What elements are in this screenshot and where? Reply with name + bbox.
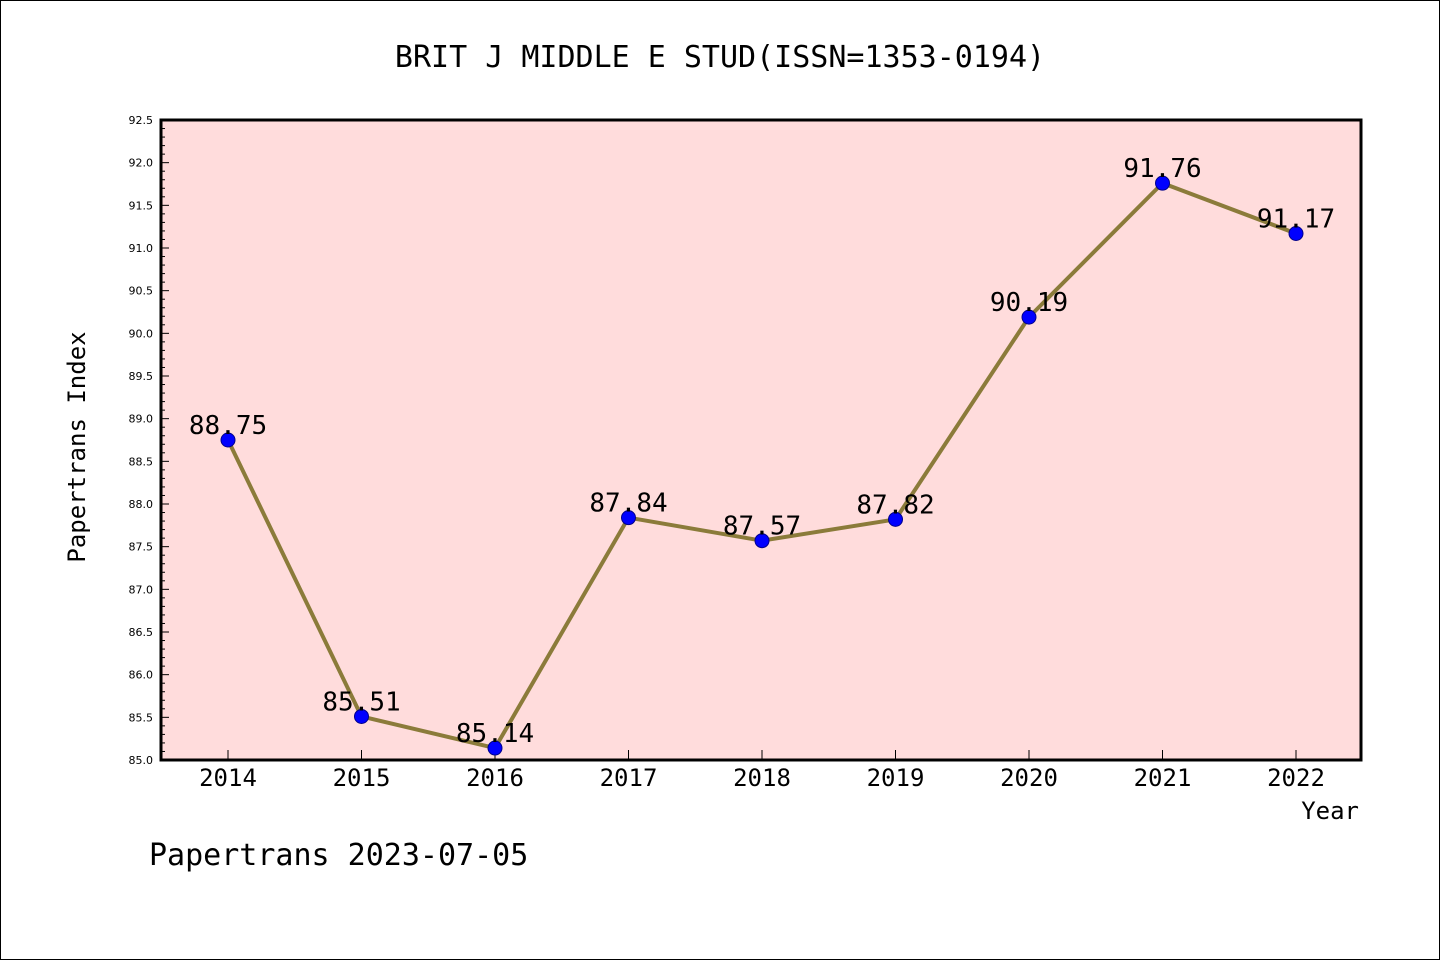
data-label: 87.82: [856, 490, 934, 520]
data-point: [754, 533, 770, 549]
y-tick-label: 90.0: [129, 327, 154, 340]
data-label: 91.17: [1257, 204, 1335, 234]
data-label: 87.84: [589, 489, 667, 519]
y-tick-label: 88.0: [129, 498, 154, 511]
series-layer: 88.75 85.51 85.14 87.84 87.57 87.82 90.19 91.76…: [189, 154, 1335, 756]
y-tick-label: 85.0: [129, 754, 154, 767]
y-tick-label: 85.5: [129, 711, 154, 724]
data-point: [1155, 175, 1170, 191]
y-axis-label: Papertrans Index: [63, 331, 91, 562]
x-tick-label: 2019: [867, 764, 925, 792]
data-point: [354, 708, 369, 724]
data-label: 85.14: [456, 719, 534, 749]
data-point: [1021, 309, 1037, 325]
y-tick-label: 86.0: [129, 669, 154, 682]
y-axis-ticks: 85.0 85.5 86.0 86.5 87.0 87.5 88.0 88.5 89.0 89.5…: [129, 114, 169, 767]
chart-title: BRIT J MIDDLE E STUD(ISSN=1353-0194): [395, 40, 1045, 75]
y-tick-label: 90.5: [129, 285, 154, 298]
x-tick-label: 2016: [466, 764, 524, 792]
data-point: [220, 432, 236, 448]
data-label: 88.75: [189, 411, 267, 441]
x-tick-label: 2015: [333, 764, 391, 792]
y-tick-label: 92.5: [129, 114, 154, 127]
data-point: [487, 740, 503, 756]
x-axis-label: Year: [1301, 797, 1359, 825]
data-label: 87.57: [723, 512, 801, 542]
x-axis-ticks: 2014 2015 2016 2017 2018 2019 2020 2021 2022: [199, 750, 1325, 792]
y-tick-label: 91.0: [129, 242, 154, 255]
x-tick-label: 2018: [733, 764, 791, 792]
y-tick-label: 89.5: [129, 370, 154, 383]
x-tick-label: 2022: [1267, 764, 1325, 792]
y-tick-label: 87.5: [129, 541, 154, 554]
y-tick-label: 92.0: [129, 157, 154, 170]
plot-area: [159, 118, 1363, 762]
y-tick-label: 87.0: [129, 583, 154, 596]
y-tick-label: 86.5: [129, 626, 154, 639]
data-point: [1288, 225, 1304, 241]
y-tick-label: 89.0: [129, 413, 154, 426]
x-tick-label: 2020: [1000, 764, 1058, 792]
x-tick-label: 2017: [600, 764, 658, 792]
y-tick-label: 91.5: [129, 199, 154, 212]
data-point: [888, 511, 903, 527]
data-label: 85.51: [322, 687, 400, 717]
y-tick-label: 88.5: [129, 455, 154, 468]
data-point: [621, 510, 636, 526]
footer-text: Papertrans 2023-07-05: [149, 838, 528, 873]
data-label: 90.19: [990, 288, 1068, 318]
x-tick-label: 2014: [199, 764, 257, 792]
x-tick-label: 2021: [1134, 764, 1192, 792]
data-label: 91.76: [1123, 154, 1201, 184]
